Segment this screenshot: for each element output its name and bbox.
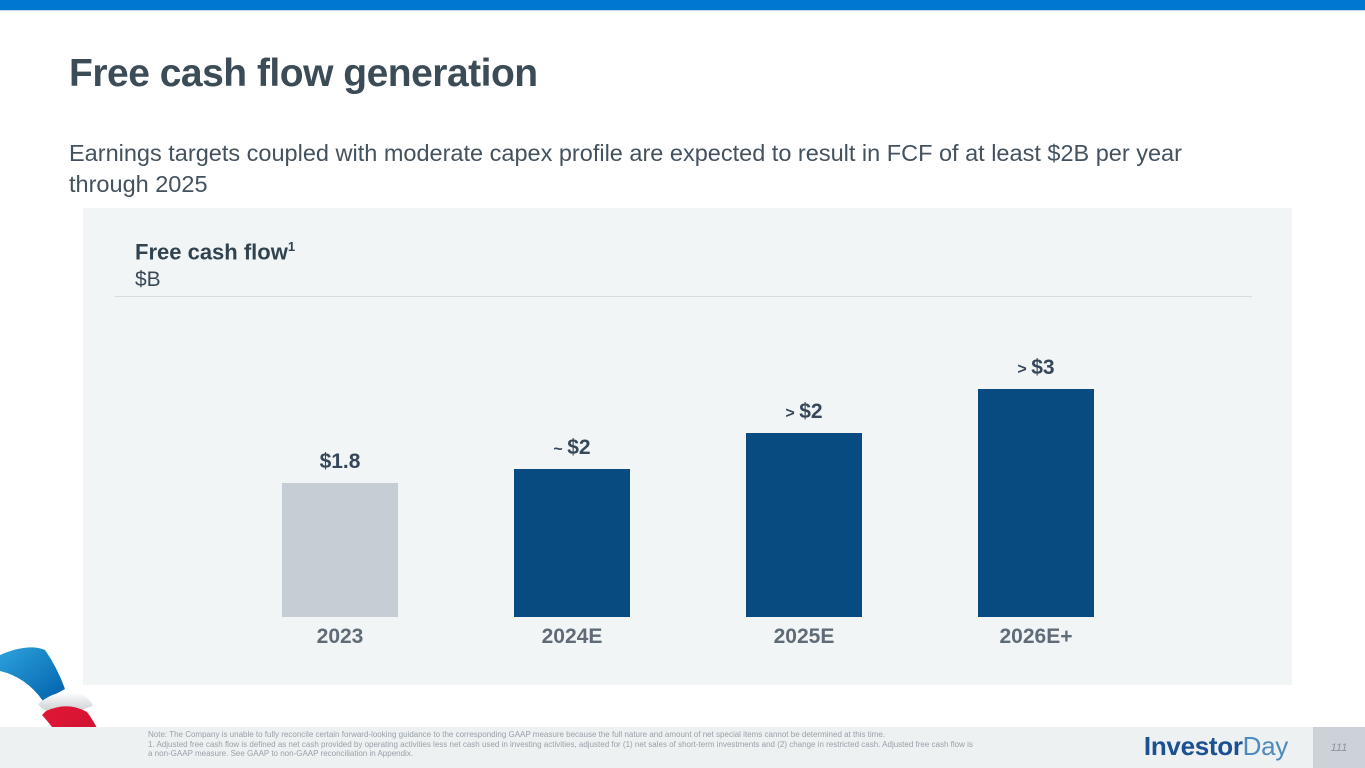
bar-chart: $1.8 2023 ~ $2 2024E > $2 2025E > $3 2026E+ [224, 356, 1152, 649]
chart-title-footnote-ref: 1 [287, 239, 296, 254]
chart-divider [115, 296, 1252, 297]
bar-category-label: 2024E [541, 625, 603, 648]
footnote: Note: The Company is unable to fully rec… [148, 730, 973, 759]
investor-day-logo: InvestorDay [1144, 731, 1288, 762]
top-accent-bar [0, 0, 1365, 11]
bar-2025e [746, 433, 862, 617]
bar-group: $1.8 2023 [224, 450, 456, 649]
footnote-line: Note: The Company is unable to fully rec… [148, 730, 886, 739]
bar-group: > $2 2025E [688, 400, 920, 649]
bar-value-label: > $3 [1017, 356, 1055, 379]
bar-value-label: ~ $2 [553, 436, 591, 459]
bar-category-label: 2025E [773, 625, 835, 648]
bar-2026e+ [978, 389, 1094, 617]
page-subtitle: Earnings targets coupled with moderate c… [69, 140, 1182, 197]
bar-value-label: $1.8 [319, 450, 361, 473]
page-number: 111 [1330, 741, 1348, 754]
bar-group: ~ $2 2024E [456, 436, 688, 649]
investor-day-logo-investor: Investor [1143, 731, 1243, 761]
bar-category-label: 2026E+ [999, 625, 1073, 648]
footer-band [0, 727, 1365, 768]
page-number-box: 111 [1313, 727, 1365, 768]
investor-day-logo-day: Day [1242, 731, 1289, 761]
chart-panel: Free cash flow1 $B $1.8 2023 ~ $2 2024E > $2… [83, 208, 1292, 685]
bar-category-label: 2023 [316, 625, 364, 648]
bar-2023 [282, 483, 398, 617]
chart-title: Free cash flow1 [135, 239, 295, 265]
chart-header: Free cash flow1 $B [135, 239, 295, 292]
bar-2024e [514, 469, 630, 617]
logo-blue-wing [0, 647, 65, 701]
page-title: Free cash flow generation [69, 52, 538, 95]
logo-silver-beak [38, 691, 93, 713]
footnote-line: 1. Adjusted free cash flow is defined as… [148, 739, 973, 749]
bar-value-label: > $2 [785, 400, 823, 423]
chart-unit-label: $B [135, 268, 161, 292]
bar-group: > $3 2026E+ [920, 356, 1152, 649]
chart-title-text: Free cash flow [135, 239, 288, 265]
footnote-line: a non-GAAP measure. See GAAP to non-GAAP… [148, 749, 414, 758]
